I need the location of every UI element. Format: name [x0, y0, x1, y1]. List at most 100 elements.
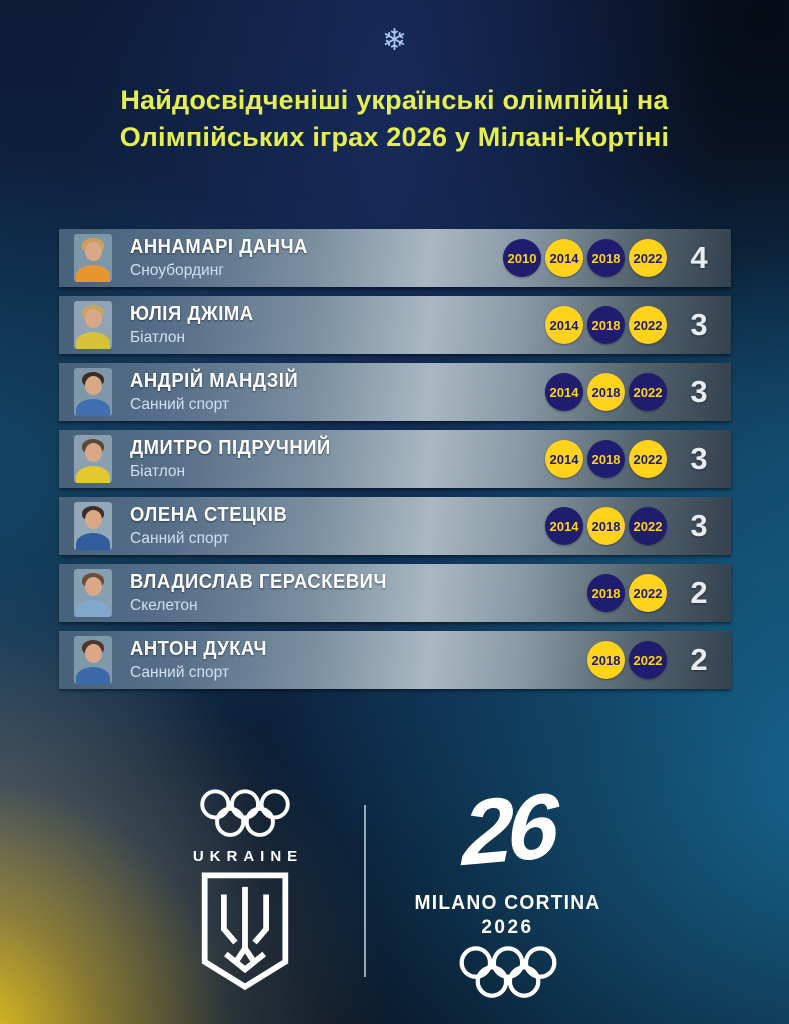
photo-jacket-shape	[76, 466, 110, 483]
photo-jacket-shape	[76, 667, 110, 684]
games-badges: 2010 2014 2018 2022	[499, 239, 667, 277]
photo-jacket-shape	[76, 399, 110, 416]
athlete-photo	[74, 301, 112, 349]
photo-jacket-shape	[76, 533, 110, 550]
athlete-photo	[74, 636, 112, 684]
games-year-badge: 2014	[545, 239, 583, 277]
photo-face-shape	[84, 242, 102, 261]
photo-jacket-shape	[76, 600, 110, 617]
athlete-photo	[74, 368, 112, 416]
games-year-badge: 2014	[545, 507, 583, 545]
athlete-name: АНТОН ДУКАЧ	[130, 638, 267, 660]
games-badges: 2018 2022	[583, 574, 667, 612]
games-year-badge: 2022	[629, 306, 667, 344]
page-title: Найдосвідченіші українські олімпійці на …	[0, 82, 789, 156]
athlete-sport: Санний спорт	[130, 396, 230, 413]
athlete-name: ЮЛІЯ ДЖІМА	[130, 303, 254, 325]
games-badges: 2018 2022	[583, 641, 667, 679]
athlete-photo	[74, 502, 112, 550]
athlete-sport: Санний спорт	[130, 664, 230, 681]
games-year-badge: 2010	[503, 239, 541, 277]
photo-jacket-shape	[76, 265, 110, 282]
snowflake-icon: ❄	[381, 24, 408, 57]
footer: UKRAINE 26 MILANO CORTINA 2026	[0, 775, 789, 1024]
athlete-sport: Скелетон	[130, 597, 198, 614]
games-badges: 2014 2018 2022	[541, 507, 667, 545]
photo-face-shape	[84, 644, 102, 663]
athlete-info: АНТОН ДУКАЧ Санний спорт	[130, 638, 583, 682]
photo-face-shape	[84, 577, 102, 596]
athlete-name: ВЛАДИСЛАВ ГЕРАСКЕВИЧ	[130, 571, 387, 593]
olympic-rings-icon	[200, 789, 290, 837]
milano-26-mark: 26	[461, 774, 554, 886]
games-badges: 2014 2018 2022	[541, 306, 667, 344]
athlete-name: АННАМАРІ ДАНЧА	[130, 236, 308, 258]
page-title-line2: Олімпійських іграх 2026 у Мілані-Кортіні	[119, 122, 670, 152]
athlete-info: АННАМАРІ ДАНЧА Сноубординг	[130, 236, 499, 280]
athlete-name: АНДРІЙ МАНДЗІЙ	[130, 370, 299, 392]
games-year-badge: 2018	[587, 641, 625, 679]
games-year-badge: 2022	[629, 373, 667, 411]
games-year-badge: 2018	[587, 306, 625, 344]
athlete-row: ЮЛІЯ ДЖІМА Біатлон 2014 2018 2022 3	[59, 296, 731, 354]
games-year-badge: 2022	[629, 641, 667, 679]
games-year-badge: 2018	[587, 507, 625, 545]
games-count: 3	[690, 307, 708, 342]
athlete-row: ДМИТРО ПІДРУЧНИЙ Біатлон 2014 2018 2022 3	[59, 430, 731, 488]
ukraine-noc-logo: UKRAINE	[183, 788, 307, 996]
games-count: 3	[690, 441, 708, 476]
games-year-badge: 2022	[629, 440, 667, 478]
athlete-info: ДМИТРО ПІДРУЧНИЙ Біатлон	[130, 437, 541, 481]
athlete-photo	[74, 569, 112, 617]
games-year-badge: 2018	[587, 373, 625, 411]
athlete-row: ОЛЕНА СТЕЦКІВ Санний спорт 2014 2018 2022 3	[59, 497, 731, 555]
milano-cortina-logo: 26 MILANO CORTINA 2026	[405, 775, 610, 1001]
photo-face-shape	[84, 510, 102, 529]
athlete-row: АНДРІЙ МАНДЗІЙ Санний спорт 2014 2018 2022 3	[59, 363, 731, 421]
athlete-info: АНДРІЙ МАНДЗІЙ Санний спорт	[130, 370, 541, 414]
photo-face-shape	[84, 443, 102, 462]
athlete-sport: Біатлон	[130, 329, 186, 346]
athlete-photo	[74, 234, 112, 282]
photo-face-shape	[84, 309, 102, 328]
athlete-name: ДМИТРО ПІДРУЧНИЙ	[130, 437, 331, 459]
games-count: 3	[690, 508, 708, 543]
athlete-info: ЮЛІЯ ДЖІМА Біатлон	[130, 303, 541, 347]
milano-year-label: 2026	[481, 917, 534, 938]
page-title-line1: Найдосвідченіші українські олімпійці на	[120, 85, 669, 115]
athlete-row: ВЛАДИСЛАВ ГЕРАСКЕВИЧ Скелетон 2018 2022 2	[59, 564, 731, 622]
milano-cortina-label: MILANO CORTINA	[414, 892, 601, 914]
games-count: 3	[690, 374, 708, 409]
athlete-sport: Сноубординг	[130, 262, 224, 279]
athlete-row: АНТОН ДУКАЧ Санний спорт 2018 2022 2	[59, 631, 731, 689]
athlete-info: ОЛЕНА СТЕЦКІВ Санний спорт	[130, 504, 541, 548]
ukraine-label: UKRAINE	[192, 848, 304, 865]
athlete-sport: Санний спорт	[130, 530, 230, 547]
games-year-badge: 2018	[587, 239, 625, 277]
games-badges: 2014 2018 2022	[541, 440, 667, 478]
games-year-badge: 2014	[545, 373, 583, 411]
photo-jacket-shape	[76, 332, 110, 349]
games-year-badge: 2018	[587, 574, 625, 612]
games-year-badge: 2022	[629, 507, 667, 545]
games-year-badge: 2014	[545, 440, 583, 478]
athlete-name: ОЛЕНА СТЕЦКІВ	[130, 504, 288, 526]
games-badges: 2014 2018 2022	[541, 373, 667, 411]
games-count: 4	[690, 240, 708, 275]
athlete-sport: Біатлон	[130, 463, 186, 480]
games-year-badge: 2022	[629, 574, 667, 612]
games-count: 2	[690, 575, 708, 610]
games-year-badge: 2018	[587, 440, 625, 478]
footer-divider	[364, 805, 366, 977]
athlete-list: АННАМАРІ ДАНЧА Сноубординг 2010 2014 2018 202…	[59, 229, 731, 698]
games-year-badge: 2022	[629, 239, 667, 277]
athlete-photo	[74, 435, 112, 483]
games-count: 2	[690, 642, 708, 677]
games-year-badge: 2014	[545, 306, 583, 344]
tryzub-shield-icon	[201, 872, 289, 991]
athlete-info: ВЛАДИСЛАВ ГЕРАСКЕВИЧ Скелетон	[130, 571, 583, 615]
photo-face-shape	[84, 376, 102, 395]
athlete-row: АННАМАРІ ДАНЧА Сноубординг 2010 2014 2018 202…	[59, 229, 731, 287]
olympic-rings-icon	[459, 946, 556, 998]
